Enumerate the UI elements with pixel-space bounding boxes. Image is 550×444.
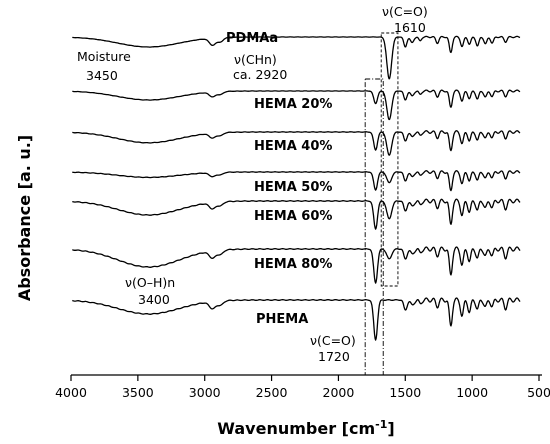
annotation-oh-line1: ν(O–H)n <box>125 275 175 290</box>
annotation-co-1610-line1: ν(C=O) <box>382 4 428 19</box>
annotation-chn-line1: ν(CHn) <box>234 52 277 67</box>
x-tick-label-7: 500 <box>527 385 550 400</box>
annotation-co-1720-line2: 1720 <box>318 349 350 364</box>
x-tick-label-0: 4000 <box>55 385 87 400</box>
x-tick-label-4: 2000 <box>323 385 355 400</box>
x-axis-title-main: Wavenumber [cm <box>217 419 375 438</box>
annotation-oh-line2: 3400 <box>138 292 170 307</box>
annotation-co-1610-line2: 1610 <box>394 20 426 35</box>
annotation-chn-line2: ca. 2920 <box>233 67 287 82</box>
x-axis-title: Wavenumber [cm-1] <box>217 418 394 438</box>
spectrum-line-hema-80- <box>72 246 521 284</box>
region-box-1610 <box>380 32 399 287</box>
spectrum-line-pdmaa <box>72 35 521 80</box>
x-axis-title-sup: -1 <box>375 418 387 431</box>
x-tick-label-2: 3000 <box>189 385 221 400</box>
x-axis-title-end: ] <box>387 419 394 438</box>
series-label-hema-20: HEMA 20% <box>254 97 332 112</box>
spectrum-line-hema-50- <box>72 170 521 192</box>
annotation-moisture-line2: 3450 <box>86 68 118 83</box>
series-label-hema-40: HEMA 40% <box>254 139 332 154</box>
spectrum-line-phema <box>72 297 521 341</box>
spectrum-line-hema-40- <box>72 130 521 156</box>
series-label-hema-80: HEMA 80% <box>254 257 332 272</box>
spectrum-line-hema-60- <box>72 198 521 230</box>
annotation-moisture-line1: Moisture <box>77 49 131 64</box>
y-axis-title: Absorbance [a. u.] <box>15 135 34 301</box>
x-tick-label-3: 2500 <box>256 385 288 400</box>
series-label-hema-60: HEMA 60% <box>254 209 332 224</box>
series-label-pdmaa: PDMAa <box>226 31 278 46</box>
x-axis-ticks: 4000 3500 3000 2500 2000 1500 1000 500 <box>55 375 550 400</box>
series-label-phema: PHEMA <box>256 312 308 327</box>
spectrum-line-hema-20- <box>72 89 521 121</box>
x-tick-label-1: 3500 <box>122 385 154 400</box>
series-label-hema-50: HEMA 50% <box>254 180 332 195</box>
x-tick-label-5: 1500 <box>389 385 421 400</box>
plot-area <box>72 35 521 341</box>
annotation-co-1720-line1: ν(C=O) <box>310 333 356 348</box>
x-tick-label-6: 1000 <box>456 385 488 400</box>
